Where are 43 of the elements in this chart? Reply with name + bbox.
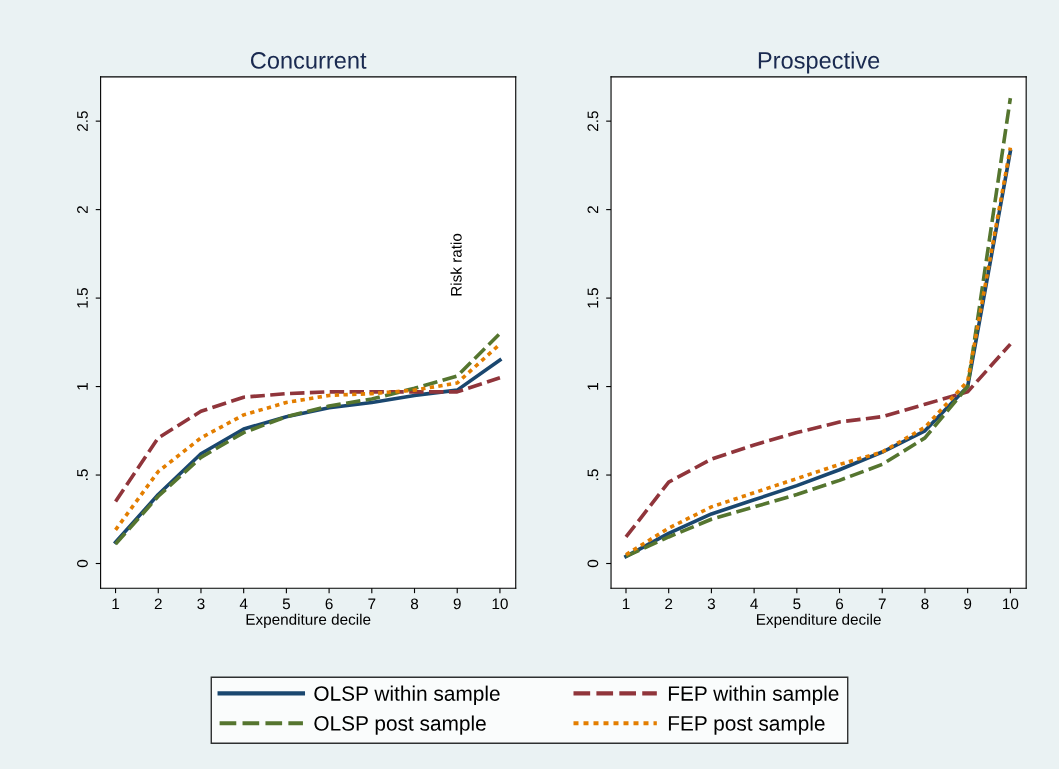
x-tick-label: 8 xyxy=(921,598,929,610)
x-axis-title: Expenditure decile xyxy=(246,613,371,628)
y-tick-label: 1.5 xyxy=(77,288,88,308)
x-tick-label: 7 xyxy=(368,598,376,610)
x-tick-label: 2 xyxy=(665,598,673,610)
y-tick-label: .5 xyxy=(587,469,599,481)
y-tick-label: 2.5 xyxy=(587,111,599,131)
line-series xyxy=(624,342,1013,539)
x-tick-label: 6 xyxy=(836,598,844,610)
x-tick-label: 8 xyxy=(410,598,419,610)
line-series xyxy=(113,375,502,504)
x-tick-label: 5 xyxy=(282,598,290,610)
y-tick-label: 2 xyxy=(77,206,88,214)
x-tick-label: 2 xyxy=(154,598,162,610)
chart-title: Prospective xyxy=(758,51,880,74)
y-tick-label: 2.5 xyxy=(77,111,88,131)
x-tick-label: 10 xyxy=(492,598,508,610)
x-tick-label: 1 xyxy=(112,598,120,610)
x-tick-label: 9 xyxy=(453,598,461,610)
x-tick-label: 4 xyxy=(239,598,248,610)
y-tick-label: 1.5 xyxy=(587,288,599,308)
annotation: Risk ratio xyxy=(450,233,462,296)
y-tick-label: 2 xyxy=(587,206,599,214)
y-tick-label: 0 xyxy=(587,559,599,568)
y-tick-label: 0 xyxy=(77,559,88,568)
legend-label: OLSP within sample xyxy=(314,685,500,706)
x-tick-label: 9 xyxy=(964,598,972,610)
x-tick-label: 7 xyxy=(878,598,886,610)
x-tick-label: 4 xyxy=(750,598,758,610)
y-tick-label: .5 xyxy=(77,469,88,481)
x-tick-label: 10 xyxy=(1003,598,1019,610)
legend-label: OLSP post sample xyxy=(314,715,486,735)
legend-label: FEP post sample xyxy=(668,715,825,735)
x-tick-label: 3 xyxy=(197,598,205,610)
x-tick-label: 6 xyxy=(325,598,333,610)
x-tick-label: 1 xyxy=(622,598,630,610)
x-axis-title: Expenditure decile xyxy=(757,613,881,628)
y-tick-label: 1 xyxy=(77,383,88,390)
legend-label: FEP within sample xyxy=(668,685,839,706)
x-tick-label: 3 xyxy=(707,598,715,610)
x-tick-label: 5 xyxy=(793,598,801,610)
chart-title: Concurrent xyxy=(250,52,367,69)
y-tick-label: 1 xyxy=(587,383,599,390)
